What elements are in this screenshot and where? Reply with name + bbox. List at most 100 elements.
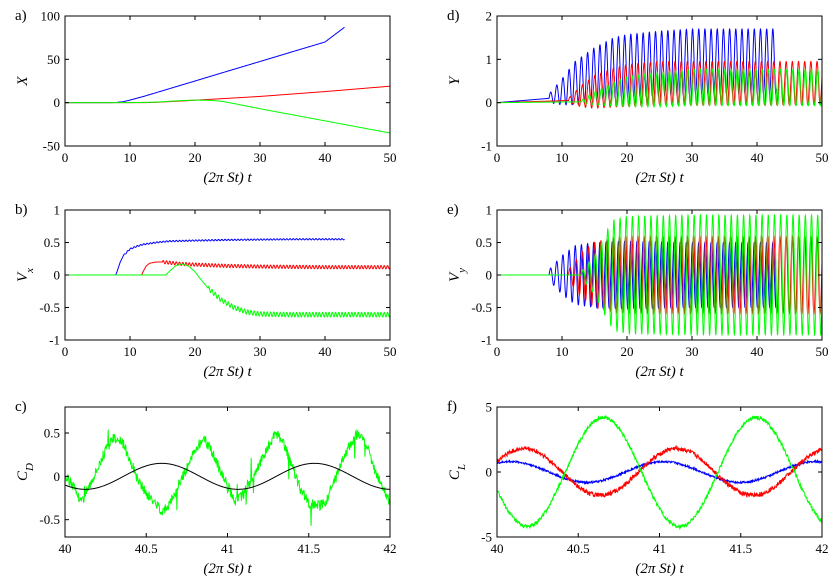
series-line-2 [65,259,390,276]
y-tick-label: 1 [54,203,61,218]
x-tick-label: 0 [494,150,501,165]
y-axis-label-subscript: L [456,464,468,471]
x-tick-label: 40.5 [135,541,158,556]
y-tick-label: 0.5 [44,235,60,250]
series-line-2 [65,85,390,104]
x-tick-label: 20 [621,150,634,165]
y-tick-label: 0.5 [476,235,492,250]
x-tick-label: 20 [189,150,202,165]
y-tick-label: -0.5 [39,300,60,315]
y-tick-label: -1 [481,333,492,348]
x-axis-label: (2π St) t [203,561,252,577]
y-axis-label: Vy [447,268,468,282]
x-tick-label: 10 [556,344,569,359]
y-tick-label: 50 [47,52,60,67]
series-line-2 [65,462,390,490]
axes-box [496,406,823,538]
x-tick-label: 41.5 [729,541,752,556]
x-tick-label: 0 [494,344,501,359]
x-tick-label: 41 [221,541,234,556]
x-tick-label: 40 [491,541,504,556]
series-line-3 [497,213,822,337]
axes-box [64,406,391,538]
x-tick-label: 50 [384,344,397,359]
series-line-1 [497,458,822,485]
y-tick-label: 0 [486,95,493,110]
y-axis-label: CD [15,463,36,481]
y-tick-label: 1 [486,203,493,218]
series-line-1 [65,26,345,104]
y-tick-label: 100 [41,9,61,24]
axes-box [496,15,823,147]
x-tick-label: 40 [319,344,332,359]
y-tick-label: 1 [486,52,493,67]
series-line-3 [65,99,390,134]
x-tick-label: 20 [189,344,202,359]
panel-label: c) [15,399,27,415]
panel-label: e) [447,202,459,218]
x-axis-label: (2π St) t [203,170,252,186]
x-tick-label: 42 [384,541,397,556]
panel-label: d) [447,8,460,24]
y-tick-label: -0.5 [471,300,492,315]
axes-box [64,15,391,147]
y-axis-label: Vx [15,268,36,282]
x-axis-label: (2π St) t [635,170,684,186]
series-line-3 [497,414,822,531]
y-tick-label: -1 [481,139,492,154]
x-tick-label: 40 [751,344,764,359]
y-tick-label: 2 [486,9,493,24]
x-tick-label: 0 [62,344,69,359]
y-tick-label: 0.5 [44,426,60,441]
x-tick-label: 30 [686,150,699,165]
panel-e: 0 10 20 30 40 50 -1 -0.5 0 0.5 1 (2π St) t Vy e) [447,202,829,380]
x-tick-label: 50 [384,150,397,165]
series-line-2 [497,444,822,499]
y-tick-label: -1 [49,333,60,348]
x-axis-label: (2π St) t [635,364,684,380]
y-tick-label: 0 [54,95,61,110]
y-axis-label-subscript: D [24,463,36,472]
x-tick-label: 30 [254,344,267,359]
x-tick-label: 10 [556,150,569,165]
x-tick-label: 40.5 [567,541,590,556]
x-tick-label: 40 [59,541,72,556]
x-tick-label: 40 [751,150,764,165]
y-tick-label: -50 [43,139,60,154]
series-line-1 [65,238,345,276]
panel-f: 40 40.5 41 41.5 42 -5 0 5 (2π St) t CL f) [447,399,829,577]
y-tick-label: 0 [486,268,493,283]
x-tick-label: 41.5 [297,541,320,556]
x-axis-label: (2π St) t [203,364,252,380]
x-tick-label: 40 [319,150,332,165]
y-axis-label-subscript: y [456,268,468,274]
y-tick-label: -5 [481,530,492,545]
x-tick-label: 30 [254,150,267,165]
panel-label: b) [15,202,28,218]
y-tick-label: 0 [54,268,61,283]
series-line-1 [65,428,390,526]
x-tick-label: 10 [124,344,137,359]
x-tick-label: 41 [653,541,666,556]
y-axis-label: X [15,76,31,87]
x-tick-label: 42 [816,541,829,556]
y-tick-label: 0 [54,469,61,484]
y-tick-label: 5 [486,400,493,415]
series-line-3 [65,263,390,318]
x-tick-label: 20 [621,344,634,359]
panel-b: 0 10 20 30 40 50 -1 -0.5 0 0.5 1 (2π St) t Vx b) [15,202,397,380]
panel-c: 40 40.5 41 41.5 42 -0.5 0 0.5 (2π St) t CD c) [15,399,397,577]
x-tick-label: 50 [816,150,829,165]
panel-label: a) [15,8,27,24]
y-tick-label: -0.5 [39,512,60,527]
series-line-3 [497,68,822,108]
y-tick-label: 0 [486,465,493,480]
x-axis-label: (2π St) t [635,561,684,577]
series-line-1 [497,27,777,106]
y-axis-label: Y [447,75,463,85]
x-tick-label: 0 [62,150,69,165]
panel-label: f) [447,399,457,415]
